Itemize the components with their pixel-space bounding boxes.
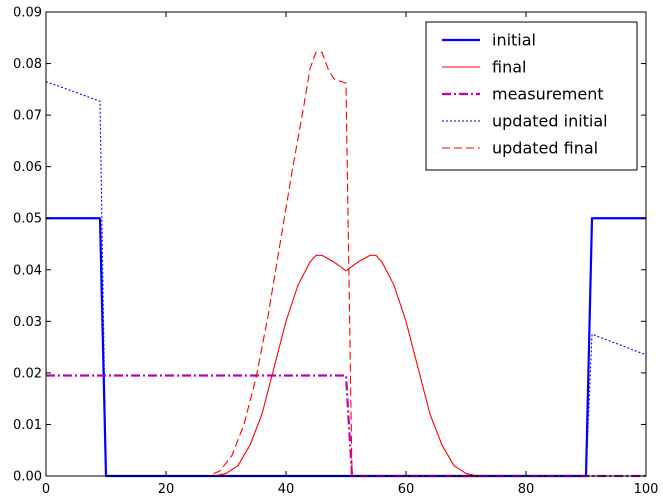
y-tick-label: 0.01 <box>13 418 42 433</box>
y-tick-label: 0.02 <box>13 366 42 381</box>
legend-label-0: initial <box>492 31 536 50</box>
y-tick-label: 0.08 <box>13 57 42 72</box>
y-tick-label: 0.04 <box>13 263 42 278</box>
y-tick-label: 0.05 <box>13 212 42 227</box>
x-axis: 0 20 40 60 80 100 <box>42 12 659 497</box>
y-tick-label: 0.07 <box>13 109 42 124</box>
legend-label-4: updated final <box>492 139 598 158</box>
series-line-1 <box>46 254 646 477</box>
y-tick-label: 0.09 <box>13 6 42 21</box>
series-line-4 <box>46 51 646 477</box>
y-tick-label: 0.06 <box>13 160 42 175</box>
y-tick-label: 0.00 <box>13 470 42 485</box>
legend: initial final measurement updated initial up… <box>425 21 638 171</box>
y-axis: 0.00 0.01 0.02 0.03 0.04 0.05 0.06 0.07 0.08 0.09 <box>13 6 646 485</box>
legend-label-2: measurement <box>492 85 604 104</box>
x-tick-label: 100 <box>634 482 659 497</box>
x-tick-label: 20 <box>158 482 175 497</box>
x-tick-label: 80 <box>518 482 535 497</box>
legend-label-3: updated initial <box>492 112 608 131</box>
x-tick-label: 40 <box>278 482 295 497</box>
legend-box <box>425 21 638 171</box>
plot-frame <box>45 11 647 477</box>
x-tick-label: 0 <box>42 482 50 497</box>
y-tick-label: 0.03 <box>13 315 42 330</box>
legend-label-1: final <box>492 58 526 77</box>
x-tick-label: 60 <box>398 482 415 497</box>
